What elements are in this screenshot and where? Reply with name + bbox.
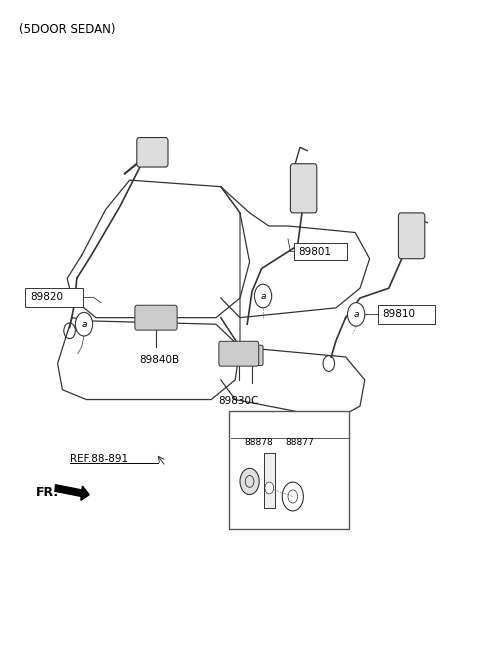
FancyArrow shape xyxy=(55,485,89,500)
Text: 89810: 89810 xyxy=(383,309,416,320)
Circle shape xyxy=(240,468,259,495)
FancyBboxPatch shape xyxy=(25,288,83,307)
FancyBboxPatch shape xyxy=(294,243,347,260)
Circle shape xyxy=(348,303,365,326)
Text: 88877: 88877 xyxy=(286,438,314,447)
Text: 88878: 88878 xyxy=(245,438,274,447)
Text: (5DOOR SEDAN): (5DOOR SEDAN) xyxy=(19,23,116,36)
Circle shape xyxy=(75,312,93,336)
Text: 89840B: 89840B xyxy=(139,355,180,365)
FancyBboxPatch shape xyxy=(241,345,263,365)
Text: REF.88-891: REF.88-891 xyxy=(70,453,128,464)
Text: a: a xyxy=(241,420,247,429)
FancyBboxPatch shape xyxy=(229,411,349,529)
FancyBboxPatch shape xyxy=(219,341,259,366)
FancyBboxPatch shape xyxy=(264,453,275,508)
Circle shape xyxy=(235,413,252,436)
FancyBboxPatch shape xyxy=(290,164,317,213)
Circle shape xyxy=(265,482,274,494)
Circle shape xyxy=(282,482,303,511)
Text: a: a xyxy=(260,291,266,301)
Text: a: a xyxy=(353,310,359,319)
Text: 89830C: 89830C xyxy=(218,396,259,406)
FancyBboxPatch shape xyxy=(135,305,177,330)
FancyBboxPatch shape xyxy=(378,305,435,324)
Text: a: a xyxy=(81,320,87,329)
FancyBboxPatch shape xyxy=(398,213,425,259)
Circle shape xyxy=(254,284,272,308)
Text: 89820: 89820 xyxy=(30,292,63,303)
Text: FR.: FR. xyxy=(36,486,59,499)
FancyBboxPatch shape xyxy=(137,138,168,167)
Text: 89801: 89801 xyxy=(299,246,332,257)
